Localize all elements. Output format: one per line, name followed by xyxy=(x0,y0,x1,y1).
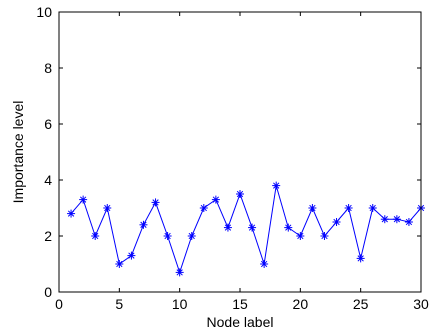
plot-area xyxy=(59,12,421,292)
data-point-marker xyxy=(260,260,269,268)
y-tick-label: 4 xyxy=(44,172,52,188)
data-point-marker xyxy=(139,220,148,229)
data-point-marker xyxy=(67,209,76,218)
y-tick-label: 6 xyxy=(44,116,52,132)
data-point-marker xyxy=(236,190,244,198)
y-tick-label: 10 xyxy=(36,4,52,20)
data-point-marker xyxy=(115,260,124,268)
x-tick-label: 20 xyxy=(293,296,309,312)
data-point-marker xyxy=(199,204,208,212)
data-point-marker xyxy=(187,232,196,240)
series-markers xyxy=(67,181,425,277)
data-point-marker xyxy=(284,223,293,232)
x-tick-label: 5 xyxy=(115,296,123,312)
x-axis-ticks: 0 5 10 15 20 25 30 xyxy=(55,12,429,312)
data-point-marker xyxy=(332,218,341,226)
y-tick-label: 8 xyxy=(44,60,52,76)
data-point-marker xyxy=(272,181,281,190)
data-point-marker xyxy=(368,204,377,212)
data-point-marker xyxy=(308,204,317,212)
data-point-marker xyxy=(392,215,401,224)
y-axis-ticks: 0 2 4 6 8 10 xyxy=(36,4,421,300)
y-tick-label: 0 xyxy=(44,284,52,300)
data-point-marker xyxy=(151,198,160,207)
x-axis-label: Node label xyxy=(207,314,274,330)
data-point-marker xyxy=(296,232,305,240)
y-axis-label: Importance level xyxy=(10,101,26,204)
y-tick-label: 2 xyxy=(44,228,52,244)
data-point-marker xyxy=(175,268,184,277)
x-tick-label: 15 xyxy=(232,296,248,312)
data-point-marker xyxy=(211,195,220,204)
data-point-marker xyxy=(163,232,172,240)
x-tick-label: 0 xyxy=(55,296,63,312)
data-point-marker xyxy=(103,204,112,212)
data-point-marker xyxy=(248,223,257,232)
data-point-marker xyxy=(380,215,389,224)
x-tick-label: 10 xyxy=(172,296,188,312)
data-point-marker xyxy=(223,223,232,232)
data-point-marker xyxy=(91,232,100,240)
axes-box xyxy=(58,11,422,293)
data-point-marker xyxy=(404,218,413,226)
data-point-marker xyxy=(320,232,329,240)
data-point-marker xyxy=(127,251,136,260)
data-point-marker xyxy=(79,195,88,204)
data-point-marker xyxy=(356,254,365,263)
x-tick-label: 30 xyxy=(413,296,429,312)
data-point-marker xyxy=(344,204,353,212)
x-tick-label: 25 xyxy=(353,296,369,312)
